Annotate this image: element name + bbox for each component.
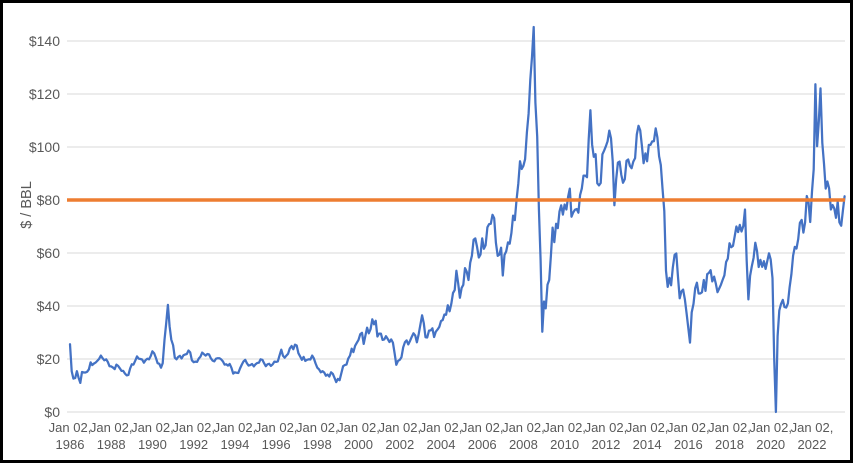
y-tick-label: $100 — [29, 139, 60, 155]
x-tick-label: Jan 02, 2004 — [420, 420, 463, 452]
y-tick-label: $40 — [37, 298, 61, 314]
x-tick-label: Jan 02, 1986 — [49, 420, 92, 452]
y-tick-label: $140 — [29, 33, 60, 49]
x-tick-label: Jan 02, 1990 — [131, 420, 174, 452]
y-tick-label: $80 — [37, 192, 61, 208]
x-tick-label: Jan 02, 1994 — [214, 420, 257, 452]
x-tick-label: Jan 02, 2014 — [626, 420, 669, 452]
x-tick-label: Jan 02, 1998 — [296, 420, 339, 452]
x-tick-label: Jan 02, 2012 — [585, 420, 628, 452]
x-tick-label: Jan 02, 2010 — [543, 420, 586, 452]
x-tick-label: Jan 02, 2018 — [708, 420, 751, 452]
x-tick-label: Jan 02, 2020 — [749, 420, 792, 452]
y-tick-label: $60 — [37, 245, 61, 261]
x-tick-label: Jan 02, 2002 — [378, 420, 421, 452]
y-tick-label: $120 — [29, 86, 60, 102]
x-tick-label: Jan 02, 2000 — [337, 420, 380, 452]
x-tick-label: Jan 02, 1996 — [255, 420, 298, 452]
x-tick-label: Jan 02, 1992 — [172, 420, 215, 452]
x-tick-label: Jan 02, 2006 — [461, 420, 504, 452]
x-tick-label: Jan 02, 1988 — [90, 420, 133, 452]
price-line — [68, 25, 846, 414]
y-axis-title: $ / BBL — [19, 181, 35, 229]
y-tick-label: $0 — [44, 404, 60, 420]
y-tick-label: $20 — [37, 351, 61, 367]
x-tick-label: Jan 02, 2016 — [667, 420, 710, 452]
x-tick-label: Jan 02, 2022 — [791, 420, 834, 452]
x-tick-label: Jan 02, 2008 — [502, 420, 545, 452]
